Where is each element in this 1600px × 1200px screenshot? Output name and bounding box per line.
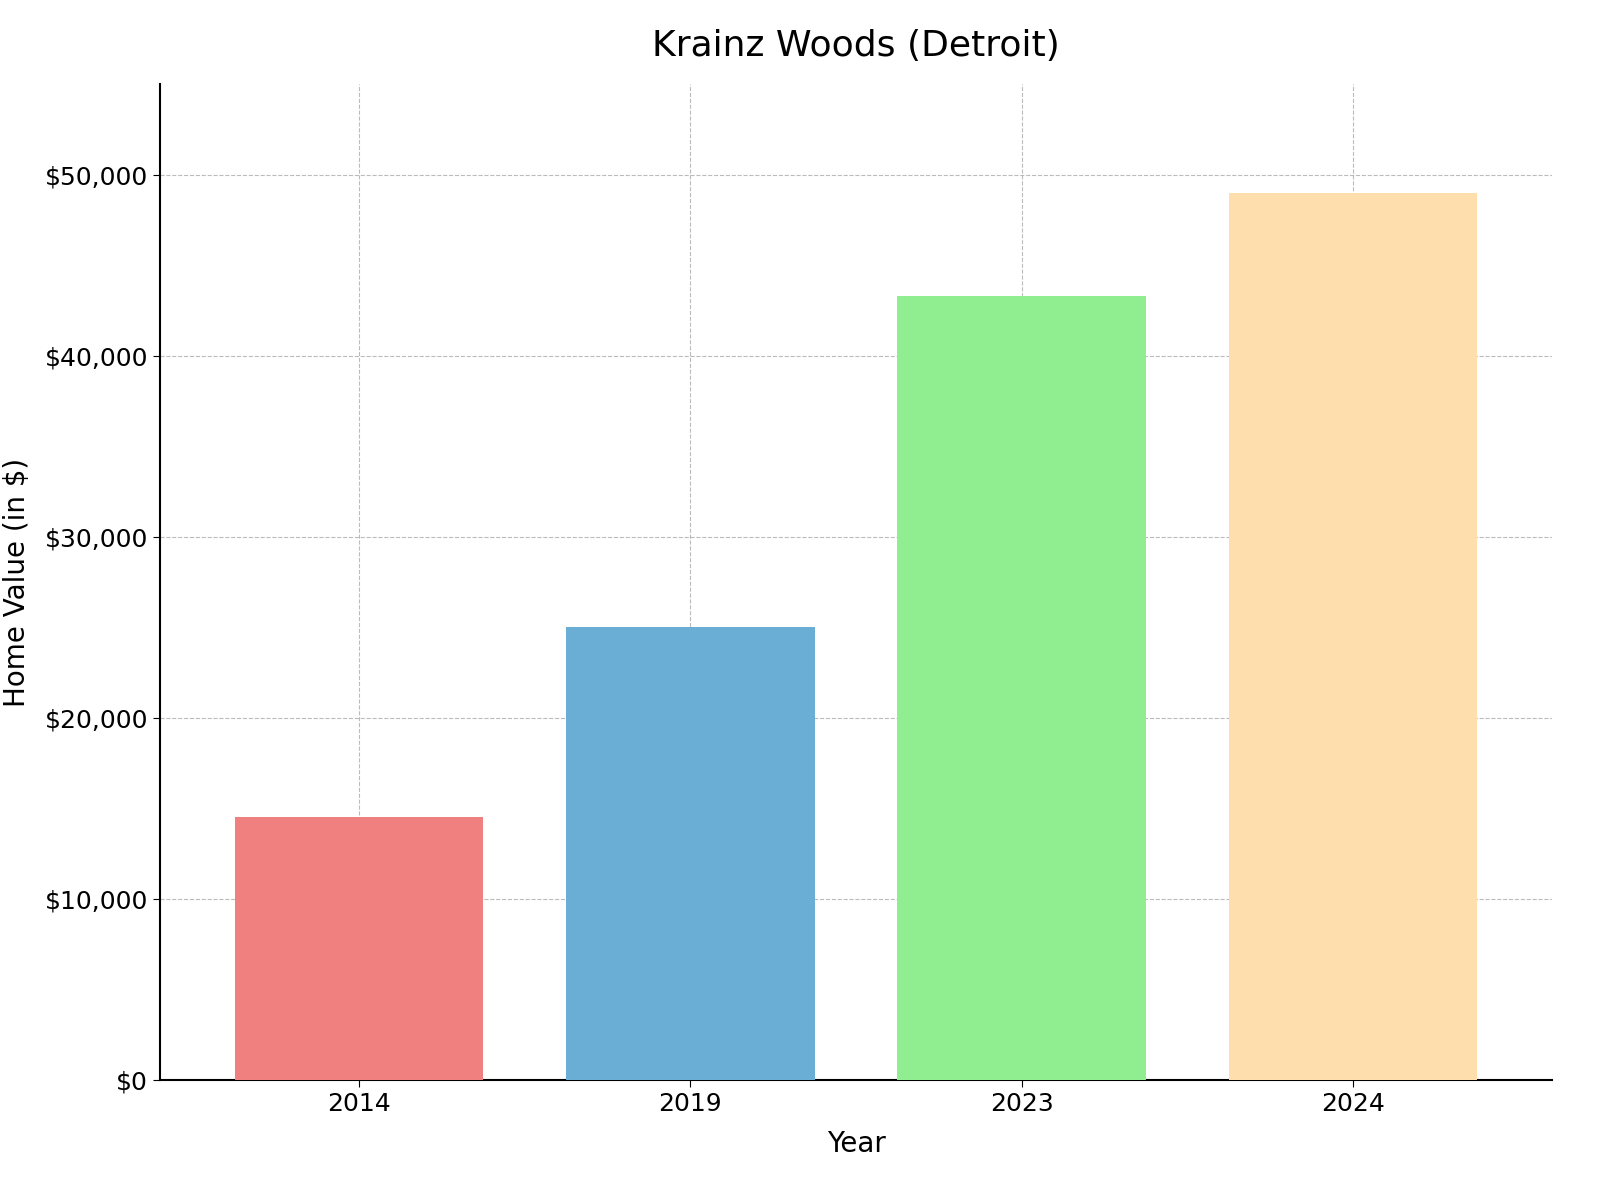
Bar [566,628,814,1080]
Title: Krainz Woods (Detroit): Krainz Woods (Detroit) [653,29,1059,64]
Bar [1229,193,1477,1080]
X-axis label: Year: Year [827,1129,885,1158]
Bar [235,817,483,1080]
Y-axis label: Home Value (in $): Home Value (in $) [3,457,30,707]
Bar [898,296,1146,1080]
